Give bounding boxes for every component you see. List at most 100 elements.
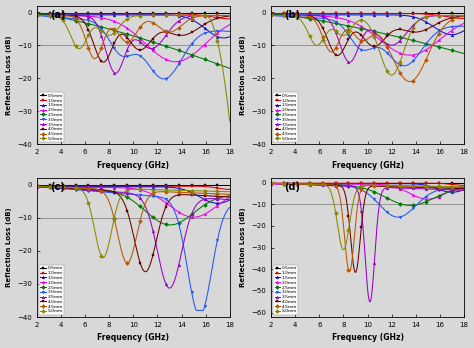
3.0mm [444, 187, 449, 191]
1.0mm [197, 184, 202, 188]
4.0mm [387, 31, 392, 35]
Line: 4.0mm: 4.0mm [36, 14, 231, 64]
1.5mm [269, 13, 274, 17]
1.5mm [35, 13, 40, 17]
1.5mm [221, 36, 227, 40]
0.5mm [197, 11, 202, 15]
1.5mm [383, 13, 389, 17]
0.5mm [152, 11, 158, 15]
1.5mm [383, 13, 388, 17]
3.0mm [269, 14, 274, 18]
4.0mm [269, 181, 274, 185]
4.0mm [34, 184, 40, 189]
5.0mm [386, 72, 392, 76]
4.0mm [268, 181, 274, 185]
4.0mm [383, 184, 389, 189]
4.5mm [431, 185, 437, 189]
4.0mm [142, 270, 148, 274]
2.0mm [148, 192, 154, 196]
Line: 2.0mm: 2.0mm [36, 14, 231, 63]
4.5mm [227, 13, 233, 17]
Line: 1.0mm: 1.0mm [36, 185, 231, 191]
X-axis label: Frequency (GHz): Frequency (GHz) [331, 333, 403, 342]
4.5mm [149, 20, 155, 24]
0.5mm [149, 183, 155, 188]
3.0mm [35, 184, 40, 189]
5.0mm [34, 184, 40, 189]
2.0mm [34, 185, 40, 190]
2.0mm [383, 42, 388, 46]
Line: 2.5mm: 2.5mm [270, 182, 465, 207]
4.5mm [34, 184, 40, 189]
3.0mm [149, 67, 155, 71]
3.5mm [444, 14, 449, 18]
3.0mm [197, 308, 203, 313]
2.5mm [386, 33, 392, 37]
2.0mm [269, 13, 274, 17]
3.0mm [149, 194, 155, 198]
0.5mm [461, 181, 467, 185]
3.5mm [383, 41, 389, 46]
4.0mm [197, 193, 203, 197]
0.5mm [383, 181, 388, 185]
0.5mm [383, 11, 389, 15]
0.5mm [268, 181, 274, 185]
4.5mm [346, 270, 352, 274]
3.0mm [210, 29, 215, 33]
4.5mm [461, 185, 467, 190]
1.0mm [386, 11, 392, 16]
3.0mm [269, 181, 274, 185]
1.0mm [443, 14, 449, 18]
5.0mm [100, 255, 106, 260]
4.5mm [444, 185, 449, 189]
1.0mm [149, 184, 155, 188]
4.5mm [34, 13, 40, 17]
3.5mm [167, 286, 173, 290]
1.5mm [148, 185, 154, 189]
4.5mm [149, 20, 155, 24]
0.5mm [148, 183, 154, 188]
Line: 3.0mm: 3.0mm [36, 185, 231, 312]
2.0mm [197, 47, 203, 51]
3.5mm [149, 223, 155, 228]
5.0mm [383, 66, 389, 71]
3.5mm [197, 199, 203, 203]
3.5mm [227, 13, 233, 17]
1.0mm [152, 12, 158, 16]
1.0mm [227, 187, 233, 191]
5.0mm [444, 184, 449, 189]
1.5mm [209, 31, 215, 35]
Line: 2.0mm: 2.0mm [36, 186, 231, 219]
1.0mm [209, 185, 215, 189]
4.5mm [269, 13, 274, 17]
3.0mm [386, 212, 392, 216]
2.5mm [383, 32, 389, 36]
4.0mm [335, 53, 340, 57]
5.0mm [197, 189, 203, 193]
5.0mm [148, 13, 154, 17]
Line: 4.0mm: 4.0mm [36, 185, 231, 273]
Line: 5.0mm: 5.0mm [270, 14, 465, 76]
5.0mm [210, 22, 215, 26]
1.5mm [443, 189, 449, 193]
4.0mm [444, 186, 449, 190]
3.0mm [152, 71, 158, 75]
4.5mm [387, 184, 392, 188]
1.0mm [431, 13, 437, 17]
2.0mm [383, 183, 388, 187]
3.5mm [268, 181, 274, 185]
3.5mm [210, 197, 215, 201]
4.0mm [431, 23, 437, 27]
2.5mm [443, 47, 449, 51]
1.0mm [431, 181, 437, 185]
3.5mm [153, 45, 158, 49]
2.5mm [269, 12, 274, 16]
2.0mm [383, 42, 389, 47]
Line: 0.5mm: 0.5mm [270, 12, 465, 15]
Line: 3.0mm: 3.0mm [36, 14, 231, 80]
2.0mm [148, 47, 154, 51]
4.0mm [383, 35, 389, 39]
Line: 4.5mm: 4.5mm [36, 185, 231, 264]
2.0mm [268, 182, 274, 186]
1.5mm [269, 182, 274, 186]
